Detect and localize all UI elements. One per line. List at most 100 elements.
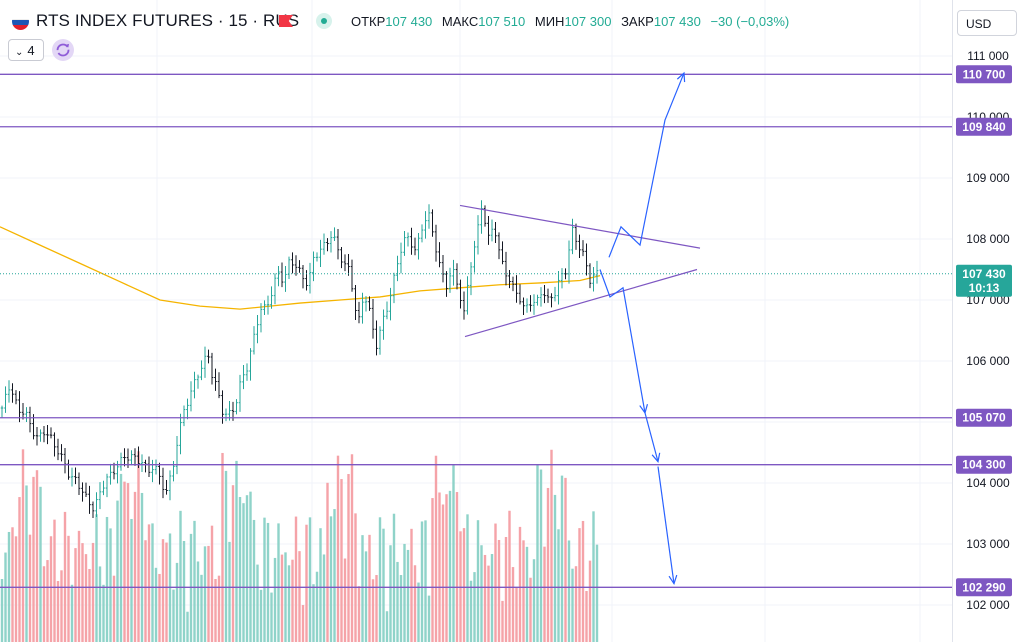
- level-price-tag[interactable]: [956, 65, 1012, 84]
- volume-bar: [333, 509, 336, 642]
- volume-bar: [32, 476, 35, 642]
- scenario-down-arrow-2[interactable]: [644, 412, 659, 462]
- volume-bar: [235, 460, 238, 642]
- scenario-down-arrow-3[interactable]: [657, 466, 675, 584]
- trend-drawings[interactable]: [459, 71, 701, 586]
- chevron-down-icon: ⌄: [15, 47, 24, 58]
- volume-bar: [102, 584, 105, 642]
- volume-bar: [585, 591, 588, 642]
- volume-bar: [312, 584, 315, 642]
- volume-bar: [445, 494, 448, 642]
- volume-bar: [144, 540, 147, 642]
- volume-bar: [508, 510, 511, 642]
- volume-bar: [224, 470, 228, 642]
- price-tick-label: 111 000: [967, 49, 1009, 63]
- volume-bar: [340, 479, 343, 642]
- volume-bar: [109, 528, 112, 642]
- volume-bar: [382, 528, 385, 642]
- volume-bar: [399, 575, 403, 642]
- triangle-lower-line[interactable]: [464, 268, 698, 338]
- volume-bar: [186, 611, 189, 642]
- price-tick-label: 106 000: [966, 354, 1010, 368]
- volume-bar: [490, 554, 494, 642]
- volume-bar: [560, 475, 564, 642]
- volume-bar: [511, 567, 515, 642]
- volume-bar: [263, 517, 266, 642]
- volume-bar: [74, 548, 77, 642]
- volume-bar: [434, 455, 438, 642]
- volume-bar: [438, 492, 441, 642]
- volume-bar: [375, 575, 378, 642]
- volume-bar: [63, 511, 67, 642]
- volume-bar: [193, 520, 196, 642]
- volume-bar: [242, 503, 245, 642]
- candlestick-series: [0, 200, 599, 519]
- indicators-toggle-button[interactable]: ⌄ 4: [8, 39, 44, 61]
- volume-bar: [385, 611, 389, 642]
- volume-bar: [77, 530, 81, 642]
- level-price-tag[interactable]: [956, 455, 1012, 474]
- volume-bar: [151, 523, 154, 642]
- volume-bar: [469, 580, 473, 642]
- last-price-label: 107 430: [962, 267, 1006, 281]
- triangle-upper-line[interactable]: [459, 204, 701, 249]
- volume-bar: [553, 494, 557, 642]
- volume-bar: [231, 485, 235, 642]
- level-price-tag[interactable]: [956, 408, 1012, 427]
- volume-bar: [39, 486, 42, 642]
- volume-bar: [298, 551, 301, 642]
- volume-bar: [427, 595, 431, 642]
- volume-bar: [200, 574, 203, 642]
- horizontal-levels[interactable]: [0, 73, 952, 588]
- volume-bar: [448, 490, 452, 642]
- volume-bar: [329, 516, 333, 642]
- volume-bar: [357, 586, 361, 642]
- level-price-label: 104 300: [962, 458, 1006, 472]
- volume-bar: [88, 568, 91, 642]
- last-price-tag[interactable]: [956, 264, 1012, 297]
- currency-select[interactable]: USD: [957, 10, 1017, 36]
- volume-bar: [326, 482, 329, 642]
- volume-bar: [571, 568, 574, 642]
- volume-bar: [203, 546, 207, 642]
- scenario-up-arrow[interactable]: [608, 72, 685, 258]
- scenario-down-arrow-1[interactable]: [599, 269, 646, 413]
- price-tick-label: 103 000: [966, 537, 1010, 551]
- sync-icon[interactable]: [52, 39, 74, 61]
- volume-bar: [98, 566, 102, 642]
- volume-bar: [207, 545, 210, 642]
- volume-bar: [392, 513, 396, 642]
- volume-bar: [270, 592, 273, 642]
- volume-bar: [259, 589, 263, 642]
- volume-bar: [462, 528, 466, 642]
- level-price-label: 102 290: [962, 580, 1006, 594]
- price-tick-label: 102 000: [966, 598, 1010, 612]
- volume-bar: [196, 561, 200, 642]
- volume-bar: [140, 492, 144, 642]
- volume-bar: [581, 520, 585, 642]
- volume-bar: [147, 524, 151, 642]
- market-status-icon[interactable]: [316, 13, 332, 29]
- volume-bar: [336, 455, 340, 642]
- bar-countdown-label: 10:13: [969, 281, 1000, 295]
- volume-bar: [252, 519, 256, 642]
- volume-bar: [137, 451, 140, 642]
- volume-bars: [0, 449, 599, 642]
- volume-bar: [53, 519, 56, 642]
- volume-bar: [11, 527, 14, 642]
- volume-bar: [158, 573, 161, 642]
- price-tick-label: 109 000: [966, 171, 1010, 185]
- level-price-tag[interactable]: [956, 578, 1012, 597]
- volume-bar: [280, 554, 284, 642]
- level-price-tag[interactable]: [956, 117, 1012, 136]
- volume-bar: [557, 529, 560, 642]
- volume-bar: [371, 579, 375, 642]
- symbol-title[interactable]: RTS INDEX FUTURES · 15 · RUS: [36, 11, 300, 30]
- volume-bar: [487, 565, 490, 642]
- volume-bar: [67, 535, 70, 642]
- volume-bar: [424, 520, 427, 642]
- volume-bar: [595, 544, 599, 642]
- flag-marker-icon[interactable]: [279, 15, 293, 27]
